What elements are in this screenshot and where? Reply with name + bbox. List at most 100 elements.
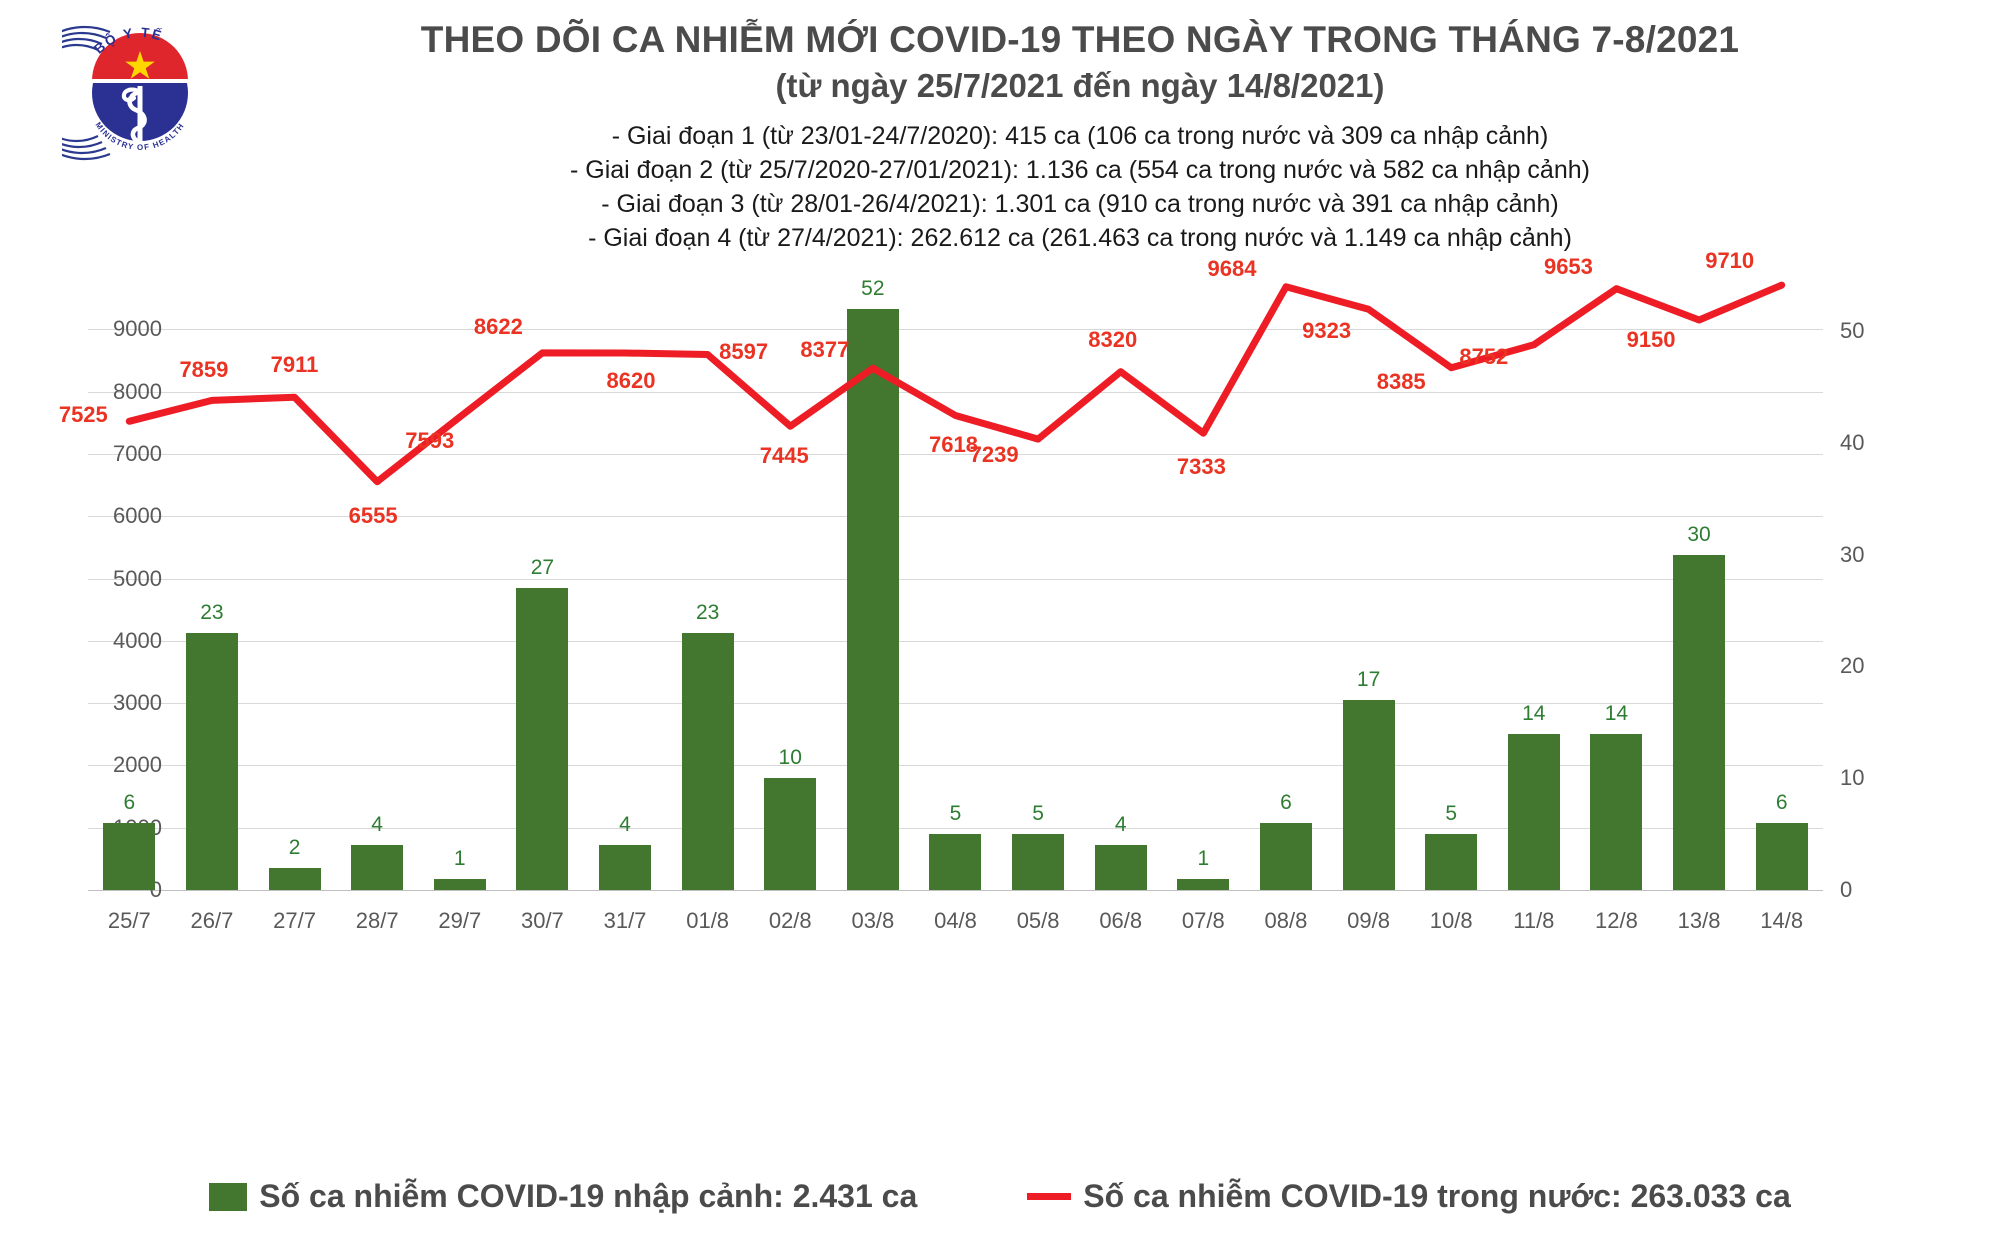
line-value-label: 7239: [969, 442, 1019, 468]
grid-line: [88, 578, 1823, 580]
bar: [1755, 822, 1808, 890]
x-axis-label: 27/7: [273, 908, 316, 933]
y-axis-left-tick: 4000: [113, 627, 162, 653]
bar-value-label: 23: [695, 600, 720, 624]
grid-line: [88, 765, 1823, 767]
x-axis-label: 03/8: [851, 908, 895, 933]
bar-value-label: 10: [778, 746, 802, 770]
line-value-label: 8620: [606, 368, 656, 394]
bar: [1094, 845, 1147, 890]
x-axis-label: 13/8: [1677, 908, 1721, 933]
bar: [1342, 699, 1395, 890]
x-axis-label: 14/8: [1760, 908, 1804, 933]
line-value-label: 8385: [1376, 368, 1426, 394]
legend-bar-swatch-icon: [209, 1182, 248, 1211]
grid-line: [88, 703, 1823, 705]
y-axis-right-tick: 50: [1840, 318, 1865, 344]
bar-value-label: 6: [123, 790, 136, 814]
line-value-label: 9150: [1626, 327, 1676, 353]
line-value-label: 7333: [1176, 454, 1226, 480]
line-value-label: 9323: [1302, 318, 1352, 344]
legend-line-label: Số ca nhiễm COVID-19 trong nước: 263.033…: [1083, 1178, 1791, 1214]
x-axis-label: 12/8: [1595, 908, 1638, 933]
bar-slot: 1: [1162, 262, 1245, 1152]
bar-slot: 14: [1575, 262, 1658, 1152]
x-axis-label: 31/7: [603, 908, 647, 933]
bar: [103, 822, 156, 890]
x-axis-label: 04/8: [934, 908, 977, 933]
line-value-label: 7445: [759, 443, 809, 469]
line-value-label: 9710: [1705, 248, 1755, 274]
bar-slot: 6: [88, 262, 171, 1152]
x-axis-label: 25/7: [107, 908, 151, 933]
bar: [185, 632, 238, 890]
bar-value-label: 14: [1604, 701, 1629, 725]
y-axis-left-tick: 3000: [113, 690, 162, 716]
line-value-label: 7525: [58, 402, 108, 428]
bar-slot: 4: [336, 262, 419, 1152]
page-subtitle: (từ ngày 25/7/2021 đến ngày 14/8/2021): [775, 67, 1385, 105]
bar-slot: 6: [1740, 262, 1823, 1152]
bar-slot: 1: [418, 262, 501, 1152]
bar: [681, 632, 734, 890]
y-axis-left-tick: 8000: [113, 378, 162, 404]
line-value-label: 8752: [1459, 343, 1509, 369]
line-value-label: 8320: [1088, 326, 1138, 352]
bar-slot: 10: [749, 262, 832, 1152]
bar-slot: 2: [253, 262, 336, 1152]
bar-value-label: 1: [453, 846, 466, 870]
x-axis-label: 10/8: [1429, 908, 1473, 933]
bar-value-label: 5: [1032, 802, 1044, 826]
legend-item-line: Số ca nhiễm COVID-19 trong nước: 263.033…: [1027, 1178, 1791, 1215]
x-axis-label: 11/8: [1513, 908, 1555, 933]
legend-bar-label: Số ca nhiễm COVID-19 nhập cảnh: 2.431 ca: [259, 1178, 918, 1214]
x-axis-label: 02/8: [768, 908, 812, 933]
bar: [268, 867, 321, 890]
bar-slot: 52: [832, 262, 915, 1152]
bar-value-label: 30: [1687, 522, 1711, 546]
bar-value-label: 17: [1356, 667, 1381, 691]
bar-slot: 5: [997, 262, 1080, 1152]
phase-line-3: - Giai đoạn 3 (từ 28/01-26/4/2021): 1.30…: [601, 190, 1559, 219]
phase-line-1: - Giai đoạn 1 (từ 23/01-24/7/2020): 415 …: [611, 122, 1549, 151]
bar: [1259, 822, 1312, 890]
line-value-label: 6555: [348, 502, 398, 528]
line-value-label: 8377: [800, 337, 850, 363]
bar-slot: 5: [914, 262, 997, 1152]
bar-value-label: 6: [1280, 790, 1292, 814]
chart-plot-area: 0100020003000400050006000700080009000 01…: [0, 248, 2000, 1152]
y-axis-left-tick: 9000: [113, 316, 162, 342]
legend-item-bar: Số ca nhiễm COVID-19 nhập cảnh: 2.431 ca: [209, 1178, 917, 1215]
bar: [1590, 733, 1643, 890]
bar: [516, 588, 569, 890]
bar: [351, 845, 404, 890]
bar: [764, 778, 817, 890]
y-axis-right-tick: 0: [1840, 877, 1853, 902]
line-value-label: 7911: [270, 352, 319, 378]
bar-value-label: 5: [1445, 802, 1458, 826]
bar: [433, 878, 486, 890]
bar-slot: 23: [171, 262, 254, 1152]
line-value-label: 8597: [719, 339, 769, 365]
line-value-label: 9653: [1543, 253, 1593, 279]
bar: [1012, 834, 1065, 890]
grid-line: [88, 640, 1823, 642]
bar-slot: 5: [1410, 262, 1493, 1152]
grid-line: [88, 391, 1823, 393]
bar-slot: 14: [1493, 262, 1576, 1152]
y-axis-right-tick: 40: [1840, 429, 1865, 455]
x-axis-label: 05/8: [1016, 908, 1060, 933]
x-axis-line: [88, 890, 1823, 891]
line-value-label: 7859: [179, 357, 229, 383]
bar-value-label: 1: [1197, 846, 1210, 870]
bar-slot: 6: [1245, 262, 1328, 1152]
bar: [929, 834, 982, 890]
bar-slot: 27: [501, 262, 584, 1152]
bar-value-label: 5: [949, 802, 962, 826]
x-axis-label: 29/7: [438, 908, 482, 933]
x-axis-label: 30/7: [520, 908, 564, 933]
bar: [1507, 733, 1560, 890]
line-value-label: 7593: [405, 428, 455, 454]
y-axis-left-tick: 2000: [113, 752, 162, 778]
